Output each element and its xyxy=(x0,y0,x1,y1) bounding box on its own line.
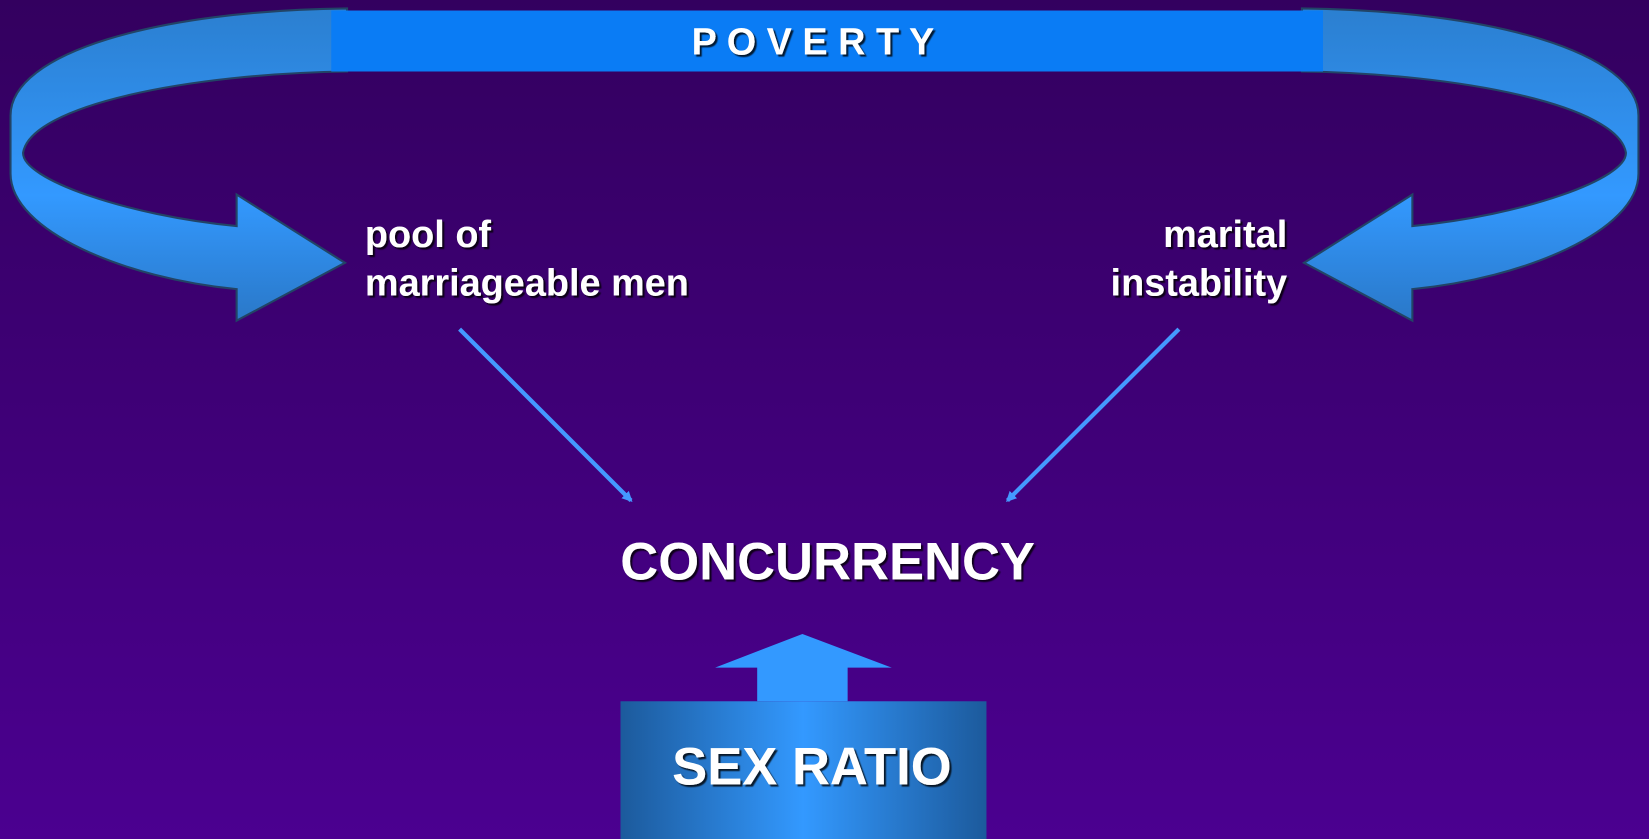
sex-ratio-box xyxy=(620,701,987,839)
sex-ratio-label: SEX RATIO xyxy=(672,737,951,796)
up-arrow xyxy=(715,633,892,702)
right-curved-arrow xyxy=(1300,7,1640,323)
node-label: marital xyxy=(1163,214,1287,256)
node-label: instability xyxy=(1111,262,1288,304)
left-curved-arrow xyxy=(9,7,349,323)
arrow xyxy=(458,327,633,502)
poverty-label: P O V E R T Y xyxy=(692,22,935,64)
node-label: marriageable men xyxy=(365,262,689,304)
concurrency-label: CONCURRENCY xyxy=(620,532,1035,591)
node-label: pool of xyxy=(365,214,492,256)
arrow xyxy=(1006,327,1181,502)
poverty-bar xyxy=(331,10,1323,72)
